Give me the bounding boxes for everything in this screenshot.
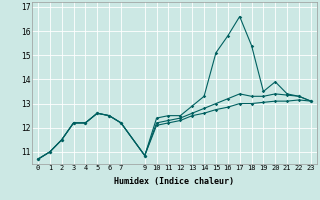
- X-axis label: Humidex (Indice chaleur): Humidex (Indice chaleur): [115, 177, 234, 186]
